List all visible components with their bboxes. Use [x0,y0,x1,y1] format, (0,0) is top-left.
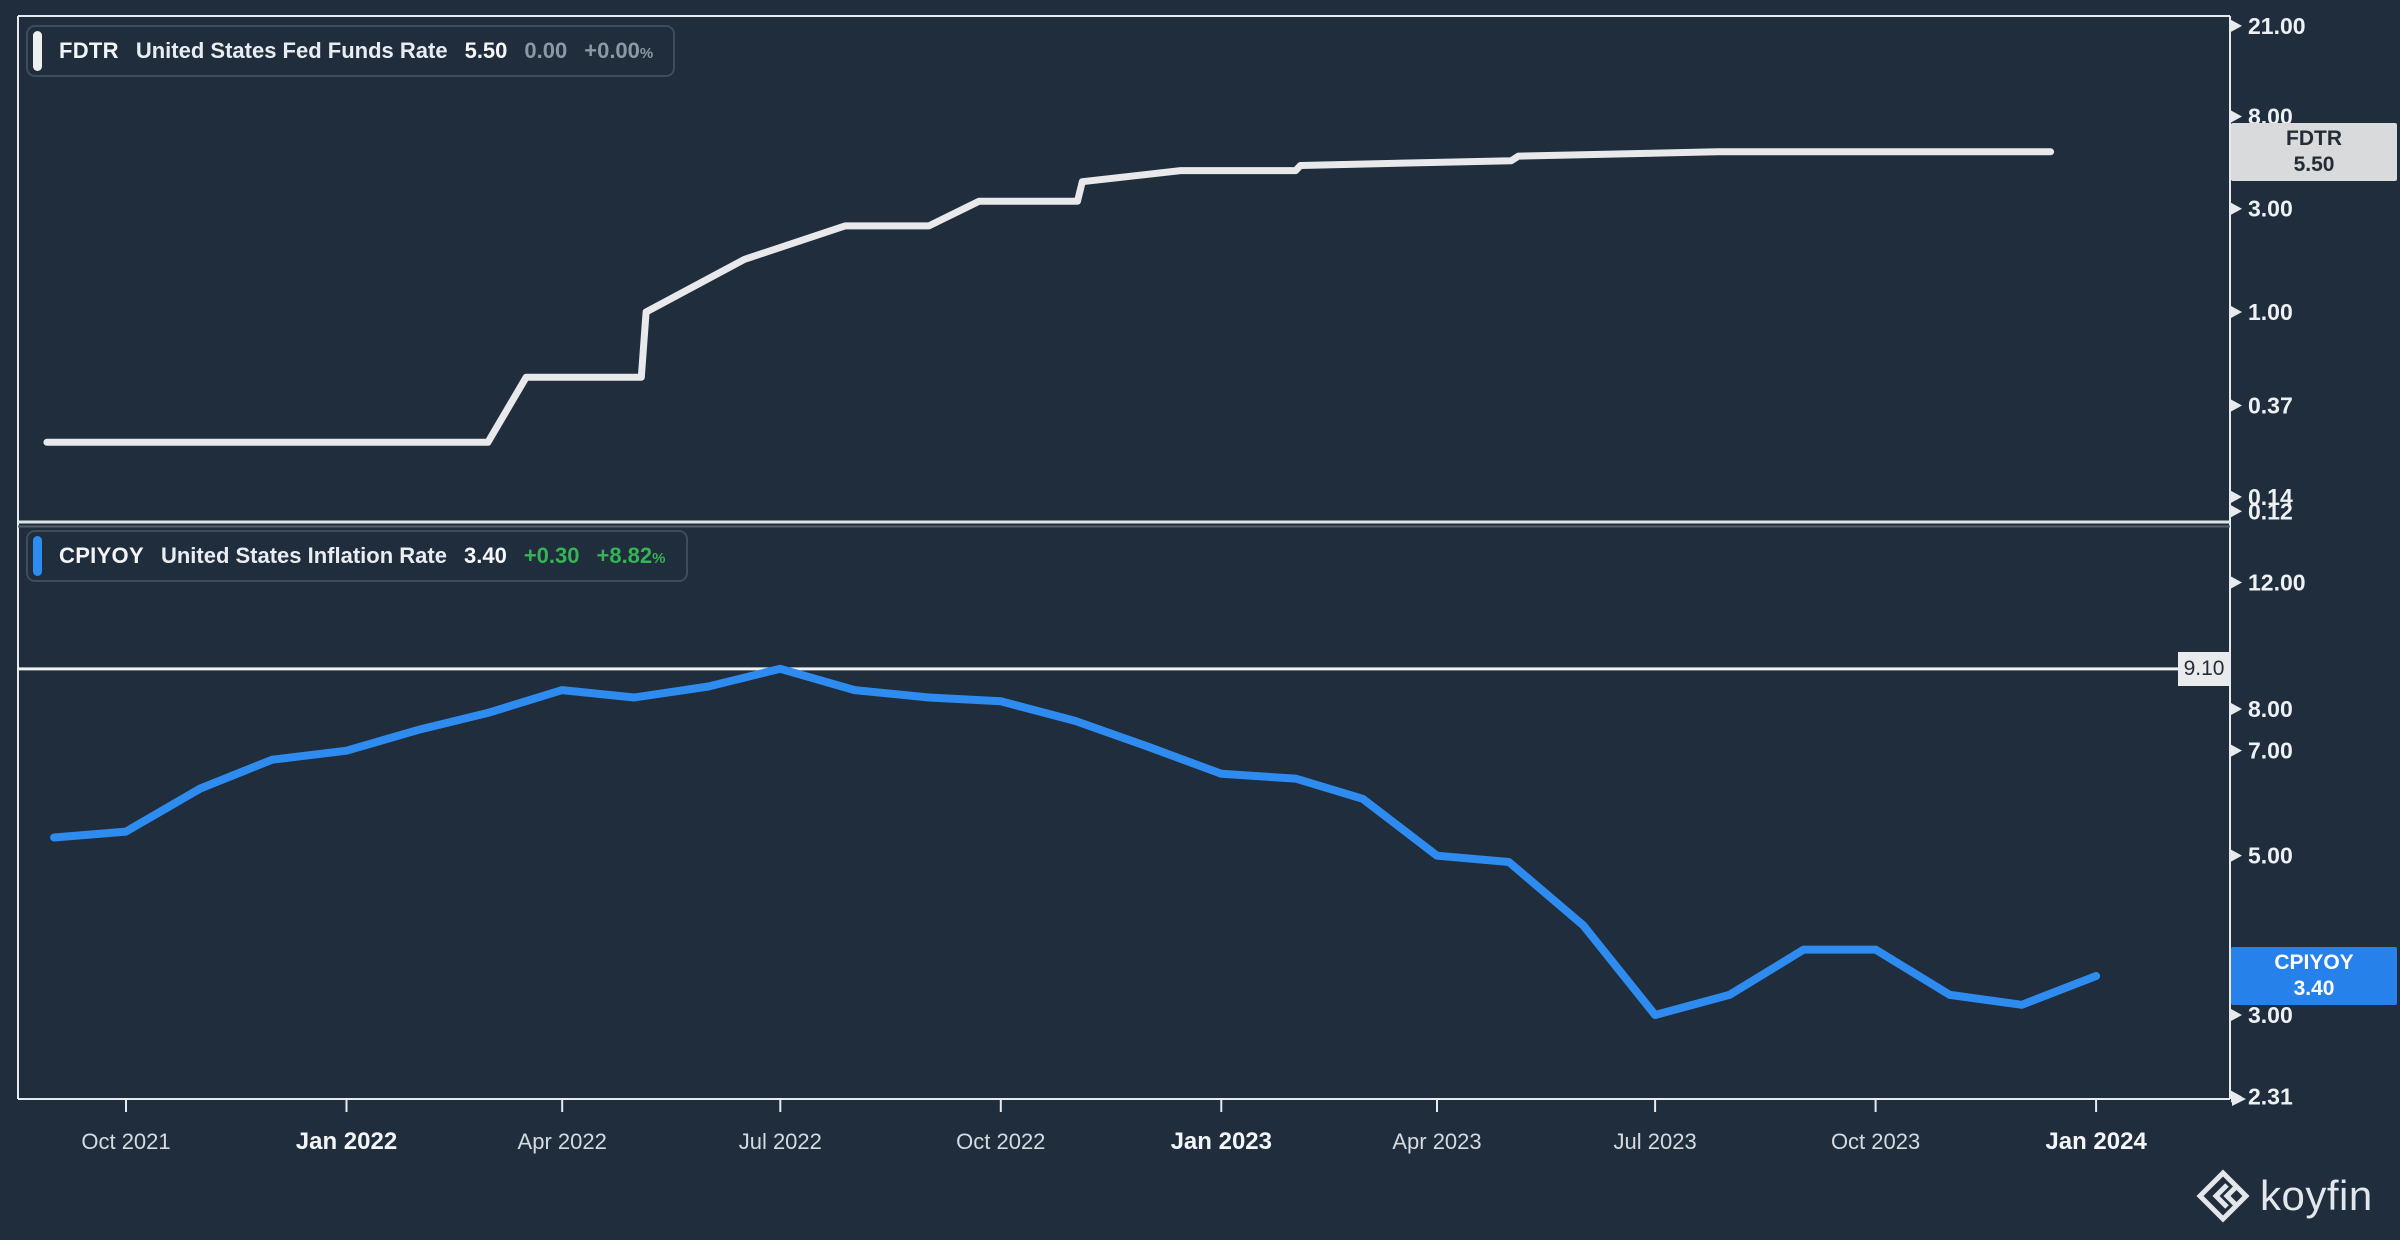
cpiyoy-ticker: CPIYOY [59,543,144,568]
cpiyoy-badge-value: 3.40 [2293,976,2335,1000]
x-tick-label: Apr 2022 [518,1129,607,1154]
y-tick-arrow [2231,744,2242,757]
x-tick-label: Oct 2021 [81,1129,170,1154]
y-tick-arrow [2231,110,2242,123]
fdtr-name: United States Fed Funds Rate [135,38,448,63]
y-tick-arrow [2231,849,2242,862]
x-tick-label: Jan 2022 [296,1128,397,1155]
cpiyoy-pct-symbol: % [652,550,666,567]
koyfin-wordmark: koyfin [2260,1172,2373,1219]
fdtr-series-line[interactable] [43,148,2055,446]
x-tick-label: Jan 2023 [1171,1128,1272,1155]
fdtr-badge-value: 5.50 [2293,152,2335,176]
cpiyoy-change: +0.30 [523,543,580,568]
cpiyoy-high-level-label: 9.10 [2178,651,2230,686]
x-tick-label: Oct 2022 [956,1129,1045,1154]
koyfin-logo-icon [2196,1169,2250,1223]
koyfin-watermark: koyfin [2196,1169,2373,1223]
x-tick-label: Jul 2023 [1614,1129,1697,1154]
fdtr-change: 0.00 [524,38,568,63]
fdtr-pct-symbol: % [639,45,654,62]
y-tick-label: 2.31 [2248,1084,2293,1110]
fdtr-series-color-bar [33,31,42,71]
y-tick-arrow [2231,1009,2242,1022]
y-tick-label: 5.00 [2248,843,2293,869]
cpiyoy-name: United States Inflation Rate [160,543,447,568]
x-tick-label: Oct 2023 [1831,1129,1920,1154]
y-tick-arrow [2231,490,2242,503]
y-tick-arrow [2231,202,2242,215]
cpiyoy-last-value: 3.40 [463,543,507,568]
cpiyoy-last-price-badge: CPIYOY 3.40 [2231,946,2397,1005]
legend-fdtr[interactable]: FDTR United States Fed Funds Rate 5.50 0… [26,25,676,77]
cpiyoy-series-line[interactable] [50,664,2101,1019]
cpiyoy-change-pct: +8.82% [596,543,666,568]
y-tick-label: 3.00 [2248,1002,2293,1028]
y-tick-label: 0.14 [2248,484,2293,510]
y-tick-label: 0.37 [2248,392,2293,418]
y-tick-label: 12.00 [2248,570,2306,596]
cpiyoy-series-color-bar [33,536,42,576]
fdtr-last-value: 5.50 [464,38,508,63]
y-tick-label: 0.12 [2248,498,2293,524]
fdtr-change-pct: +0.00% [584,38,654,63]
fdtr-ticker: FDTR [59,38,119,63]
x-tick-label: Jul 2022 [739,1129,822,1154]
y-tick-label: 1.00 [2248,299,2293,325]
fdtr-last-price-badge: FDTR 5.50 [2231,122,2397,181]
y-tick-arrow [2231,19,2242,32]
y-tick-arrow [2231,1090,2242,1103]
y-tick-label: 8.00 [2248,696,2293,722]
y-tick-arrow [2231,576,2242,589]
y-tick-arrow [2231,399,2242,412]
fdtr-badge-ticker: FDTR [2286,126,2342,150]
y-tick-arrow [2231,306,2242,318]
y-tick-label: 3.00 [2248,196,2293,222]
y-tick-label: 7.00 [2248,738,2293,764]
legend-cpiyoy[interactable]: CPIYOY United States Inflation Rate 3.40… [26,530,688,582]
y-tick-arrow [2231,505,2242,518]
x-tick-label: Jan 2024 [2045,1128,2147,1155]
y-tick-label: 21.00 [2248,13,2306,39]
cpiyoy-badge-ticker: CPIYOY [2274,950,2354,974]
y-tick-arrow [2231,703,2242,716]
x-tick-label: Apr 2023 [1392,1129,1481,1154]
